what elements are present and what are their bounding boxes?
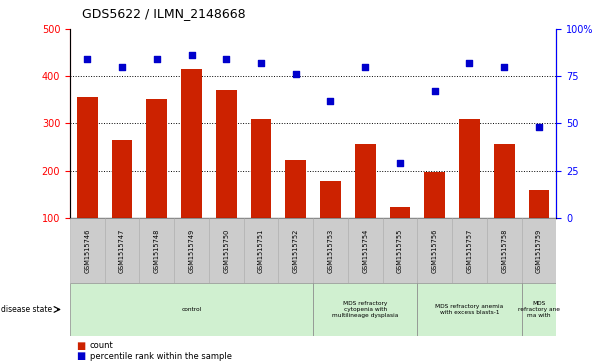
Text: control: control — [181, 307, 202, 312]
Bar — [390, 207, 410, 218]
Text: GSM1515752: GSM1515752 — [292, 228, 299, 273]
Bar — [494, 144, 514, 218]
Bar — [459, 119, 480, 218]
Bar — [382, 218, 417, 283]
Bar — [522, 218, 556, 283]
Point — [395, 160, 405, 166]
Point — [221, 56, 231, 62]
Bar — [70, 218, 105, 283]
Point — [499, 64, 509, 70]
Bar — [424, 172, 445, 218]
Text: percentile rank within the sample: percentile rank within the sample — [90, 352, 232, 361]
Text: GDS5622 / ILMN_2148668: GDS5622 / ILMN_2148668 — [82, 7, 246, 20]
Text: GSM1515751: GSM1515751 — [258, 228, 264, 273]
Point — [361, 64, 370, 70]
Bar — [77, 97, 98, 218]
Text: GSM1515749: GSM1515749 — [188, 228, 195, 273]
Text: GSM1515753: GSM1515753 — [328, 228, 334, 273]
Text: MDS refractory
cytopenia with
multilineage dysplasia: MDS refractory cytopenia with multilinea… — [332, 301, 398, 318]
Bar — [181, 69, 202, 218]
Bar — [313, 283, 417, 336]
Bar — [216, 90, 237, 218]
Bar — [452, 218, 487, 283]
Bar — [139, 218, 174, 283]
Text: ■: ■ — [76, 340, 85, 351]
Bar — [355, 144, 376, 218]
Text: GSM1515757: GSM1515757 — [466, 228, 472, 273]
Bar — [528, 191, 550, 218]
Text: GSM1515750: GSM1515750 — [223, 228, 229, 273]
Point — [326, 98, 336, 104]
Bar — [320, 181, 341, 218]
Bar — [105, 218, 139, 283]
Bar — [348, 218, 382, 283]
Point — [430, 89, 440, 94]
Bar — [250, 119, 271, 218]
Bar — [112, 140, 133, 218]
Point — [187, 53, 196, 58]
Point — [152, 56, 162, 62]
Point — [117, 64, 127, 70]
Text: GSM1515748: GSM1515748 — [154, 228, 160, 273]
Point — [83, 56, 92, 62]
Point — [291, 72, 300, 77]
Point — [534, 124, 544, 130]
Bar — [244, 218, 278, 283]
Bar — [147, 99, 167, 218]
Text: MDS refractory anemia
with excess blasts-1: MDS refractory anemia with excess blasts… — [435, 304, 503, 315]
Text: GSM1515746: GSM1515746 — [85, 228, 91, 273]
Bar — [70, 283, 313, 336]
Text: ■: ■ — [76, 351, 85, 362]
Bar — [278, 218, 313, 283]
Text: GSM1515759: GSM1515759 — [536, 228, 542, 273]
Text: count: count — [90, 341, 114, 350]
Point — [256, 60, 266, 66]
Point — [465, 60, 474, 66]
Bar — [487, 218, 522, 283]
Text: MDS
refractory ane
ma with: MDS refractory ane ma with — [518, 301, 560, 318]
Bar — [209, 218, 244, 283]
Bar — [417, 283, 522, 336]
Bar — [174, 218, 209, 283]
Bar — [522, 283, 556, 336]
Text: disease state: disease state — [1, 305, 52, 314]
Text: GSM1515756: GSM1515756 — [432, 228, 438, 273]
Text: GSM1515754: GSM1515754 — [362, 228, 368, 273]
Text: GSM1515747: GSM1515747 — [119, 228, 125, 273]
Text: GSM1515755: GSM1515755 — [397, 228, 403, 273]
Text: GSM1515758: GSM1515758 — [501, 228, 507, 273]
Bar — [417, 218, 452, 283]
Bar — [313, 218, 348, 283]
Bar — [285, 160, 306, 218]
